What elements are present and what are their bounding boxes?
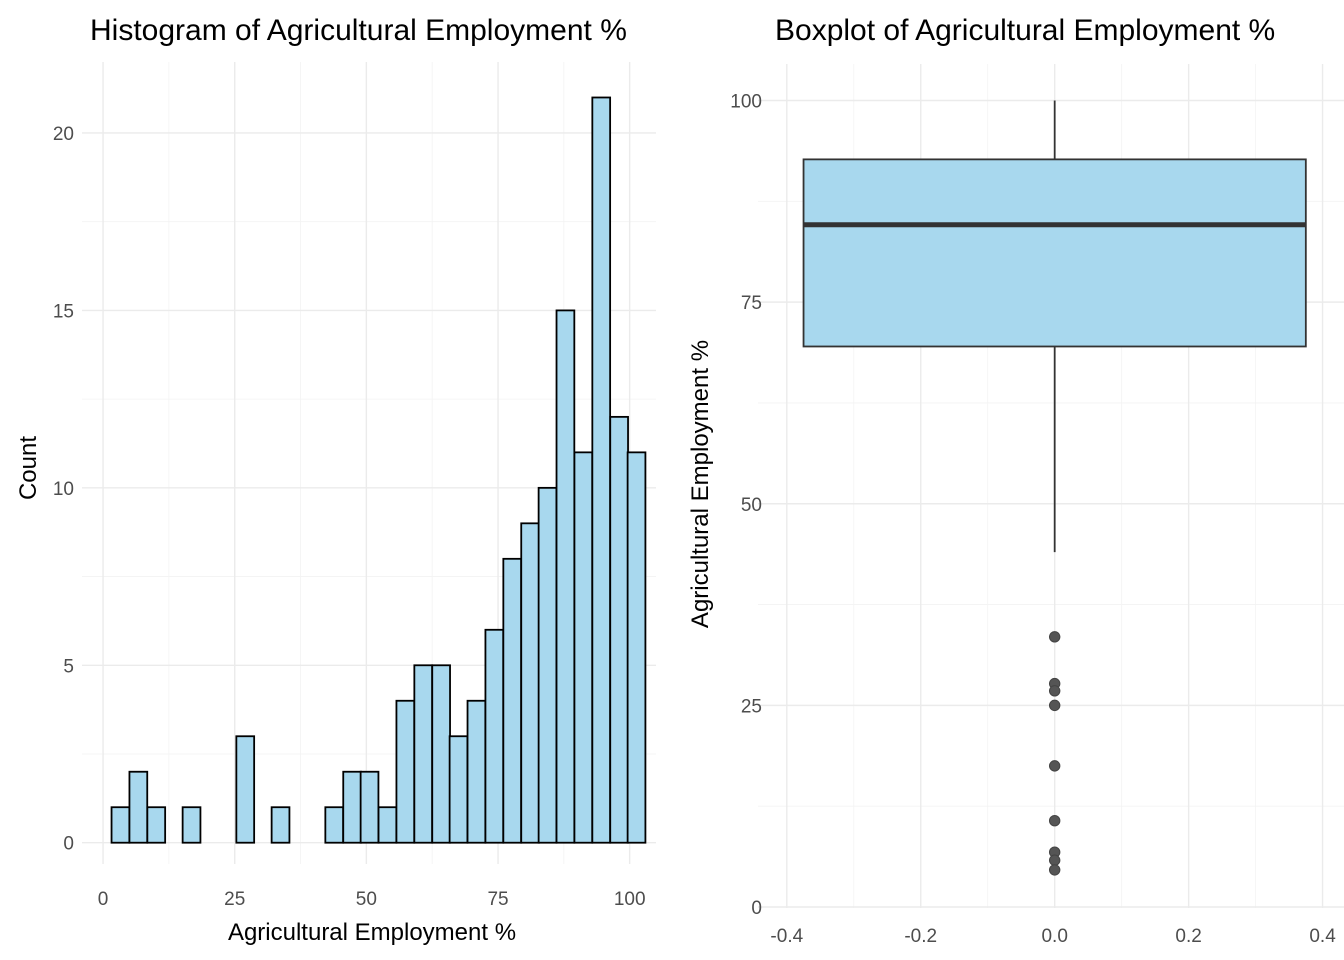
outlier-point [1048, 815, 1061, 827]
y-tick-label: 0 [751, 898, 762, 919]
boxplot-y-axis-title: Agricultural Employment % [687, 340, 714, 628]
x-tick-label: 100 [614, 889, 646, 910]
histogram-bar [324, 806, 345, 844]
histogram-bar [609, 415, 629, 844]
histogram-panel: 0 25 50 75 100 0 5 10 15 20 Histogram of Agricul… [15, 14, 656, 946]
x-tick-label: -0.2 [904, 926, 937, 947]
histogram-bar [520, 522, 540, 844]
histogram-bar [181, 806, 202, 844]
y-tick-label: 15 [53, 301, 74, 322]
histogram-bar [342, 770, 362, 844]
histogram-bar [626, 451, 647, 844]
outlier-point [1048, 760, 1061, 772]
histogram-y-axis-title: Count [15, 436, 42, 500]
histogram-bar [146, 806, 167, 844]
y-tick-label: 100 [730, 92, 762, 113]
x-tick-label: 0 [98, 889, 109, 910]
histogram-bar [448, 735, 469, 844]
histogram-x-tick-labels: 0 25 50 75 100 [98, 889, 646, 910]
outlier-point [1048, 854, 1061, 866]
y-tick-label: 5 [63, 656, 74, 677]
histogram-bar [128, 770, 149, 844]
histogram-y-tick-labels: 0 5 10 15 20 [53, 124, 74, 855]
histogram-bar [377, 806, 398, 844]
histogram-bar [573, 451, 594, 844]
x-tick-label: 75 [487, 889, 508, 910]
outlier-point [1048, 864, 1061, 876]
histogram-bar [591, 96, 612, 844]
x-tick-label: -0.4 [770, 926, 803, 947]
x-tick-label: 50 [356, 889, 377, 910]
outlier-point [1048, 699, 1061, 712]
histogram-bar [537, 486, 558, 844]
y-tick-label: 20 [53, 124, 74, 145]
boxplot-marks [802, 100, 1307, 876]
histogram-x-axis-title: Agricultural Employment % [228, 919, 516, 946]
y-tick-label: 10 [53, 479, 74, 500]
histogram-bar [413, 664, 434, 844]
outlier-point [1048, 685, 1061, 697]
boxplot-panel: -0.4 -0.2 0.0 0.2 0.4 0 25 50 75 100 Boxplot of … [687, 14, 1344, 947]
histogram-bar [431, 664, 451, 844]
histogram-bar [466, 699, 487, 844]
y-tick-label: 75 [741, 293, 762, 314]
histogram-bar [484, 628, 505, 844]
y-tick-label: 50 [741, 495, 762, 516]
histogram-bar [395, 699, 416, 844]
histogram-bar [502, 557, 523, 844]
y-tick-label: 25 [741, 696, 762, 717]
y-tick-label: 0 [63, 834, 74, 855]
x-tick-label: 0.0 [1041, 926, 1067, 947]
histogram-bar [555, 309, 576, 844]
histogram-bars [110, 96, 647, 844]
histogram-bar [359, 770, 380, 844]
x-tick-label: 25 [224, 889, 245, 910]
histogram-title: Histogram of Agricultural Employment % [90, 14, 627, 47]
x-tick-label: 0.4 [1309, 926, 1336, 947]
x-tick-label: 0.2 [1175, 926, 1201, 947]
boxplot-title: Boxplot of Agricultural Employment % [775, 14, 1275, 47]
histogram-bar [235, 735, 256, 844]
interquartile-box [802, 158, 1307, 348]
histogram-bar [270, 806, 291, 844]
boxplot-x-tick-labels: -0.4 -0.2 0.0 0.2 0.4 [770, 926, 1336, 947]
outlier-point [1048, 631, 1061, 643]
boxplot-y-tick-labels: 0 25 50 75 100 [730, 92, 762, 920]
histogram-bar [110, 806, 131, 844]
